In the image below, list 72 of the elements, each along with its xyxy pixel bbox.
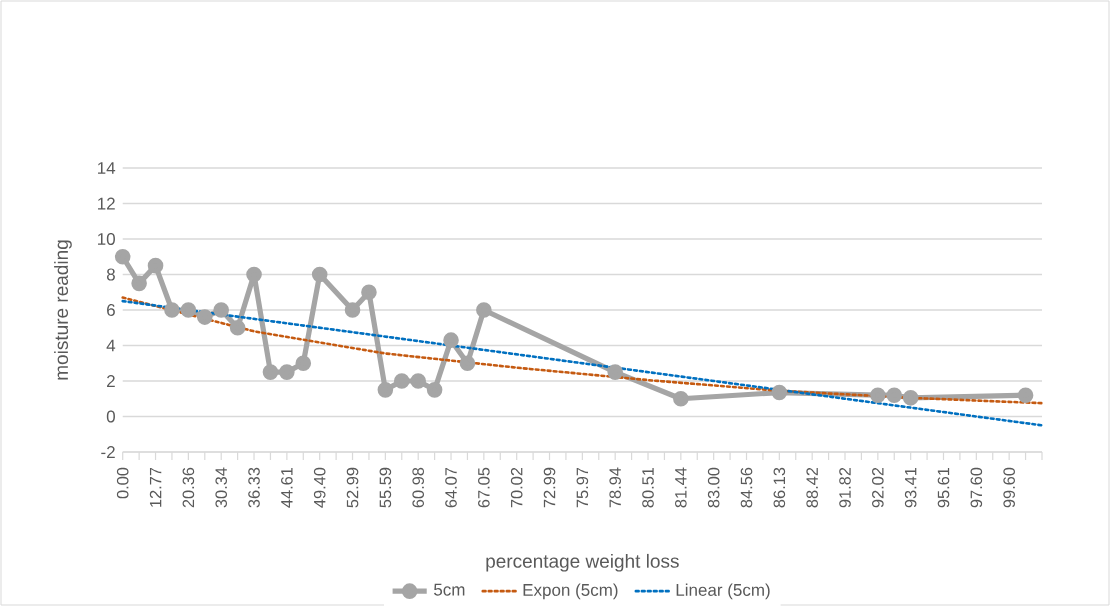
x-tick-label: 36.33 bbox=[248, 467, 260, 508]
point bbox=[131, 275, 147, 292]
y-tick-label: 12 bbox=[98, 197, 115, 210]
legend-label: Expon (5cm) bbox=[523, 583, 618, 600]
point bbox=[229, 320, 246, 336]
point bbox=[377, 382, 394, 398]
y-tick-label: 2 bbox=[107, 375, 115, 388]
y-tick-label: 8 bbox=[106, 268, 115, 281]
x-tick-label: 93.41 bbox=[904, 467, 917, 508]
x-tick-label: 64.07 bbox=[445, 467, 457, 508]
x-tick-label: 44.61 bbox=[281, 467, 293, 508]
point bbox=[114, 249, 131, 265]
point bbox=[410, 373, 426, 389]
x-tick-label: 67.05 bbox=[478, 467, 490, 508]
y-tick-label: 0 bbox=[106, 410, 115, 423]
x-tick-label: 91.82 bbox=[839, 467, 851, 508]
y-tick-label: -2 bbox=[101, 446, 115, 459]
x-tick-label: 72.99 bbox=[543, 467, 556, 508]
x-tick-label: 20.36 bbox=[182, 467, 195, 508]
legend-label: Linear (5cm) bbox=[676, 583, 770, 600]
point bbox=[393, 373, 410, 389]
y-axis-title: moisture reading bbox=[54, 240, 72, 380]
x-tick-label: 84.56 bbox=[740, 467, 753, 508]
x-tick-label: 95.61 bbox=[937, 467, 950, 508]
x-tick-label: 0.00 bbox=[116, 467, 129, 499]
y-tick-label: 6 bbox=[107, 304, 115, 317]
point bbox=[262, 364, 279, 381]
x-tick-label: 12.77 bbox=[149, 467, 162, 507]
point bbox=[607, 364, 623, 381]
x-tick-label: 55.59 bbox=[379, 467, 392, 508]
point bbox=[180, 302, 197, 318]
x-tick-label: 78.94 bbox=[609, 467, 621, 508]
point bbox=[295, 355, 312, 372]
point bbox=[902, 390, 919, 406]
point bbox=[476, 302, 492, 318]
point bbox=[771, 384, 788, 401]
point bbox=[147, 257, 164, 274]
x-tick-label: 52.99 bbox=[346, 467, 359, 508]
point bbox=[673, 391, 689, 407]
point bbox=[870, 387, 886, 404]
point bbox=[279, 364, 295, 381]
point bbox=[1017, 387, 1034, 404]
x-tick-label: 60.98 bbox=[412, 467, 424, 508]
x-tick-label: 49.40 bbox=[313, 467, 326, 508]
x-tick-label: 86.13 bbox=[773, 467, 786, 508]
point bbox=[164, 302, 180, 318]
point bbox=[311, 266, 328, 283]
x-tick-label: 70.02 bbox=[510, 467, 523, 508]
point bbox=[344, 302, 361, 318]
x-tick-label: 75.97 bbox=[576, 467, 589, 508]
x-tick-label: 30.34 bbox=[215, 467, 227, 508]
point bbox=[426, 382, 443, 398]
line-series bbox=[121, 296, 1044, 405]
x-tick-label: 83.00 bbox=[707, 467, 720, 508]
point bbox=[196, 309, 213, 325]
x-tick-label: 88.42 bbox=[806, 467, 818, 508]
x-tick-label: 92.02 bbox=[872, 467, 884, 508]
y-tick-label: 14 bbox=[98, 162, 116, 174]
point bbox=[443, 332, 459, 349]
x-axis-title: percentage weight loss bbox=[486, 553, 679, 572]
y-tick-label: 4 bbox=[106, 339, 116, 352]
x-tick-label: 81.44 bbox=[675, 467, 687, 508]
x-tick-label: 97.60 bbox=[970, 467, 983, 508]
point bbox=[361, 284, 377, 301]
point bbox=[246, 266, 262, 283]
point bbox=[213, 302, 229, 318]
legend-label: 5cm bbox=[434, 583, 465, 596]
x-tick-label: 99.60 bbox=[1003, 467, 1015, 508]
x-tick-label: 80.51 bbox=[642, 467, 654, 508]
point bbox=[459, 355, 476, 372]
point bbox=[886, 387, 903, 404]
y-tick-label: 10 bbox=[98, 233, 115, 246]
